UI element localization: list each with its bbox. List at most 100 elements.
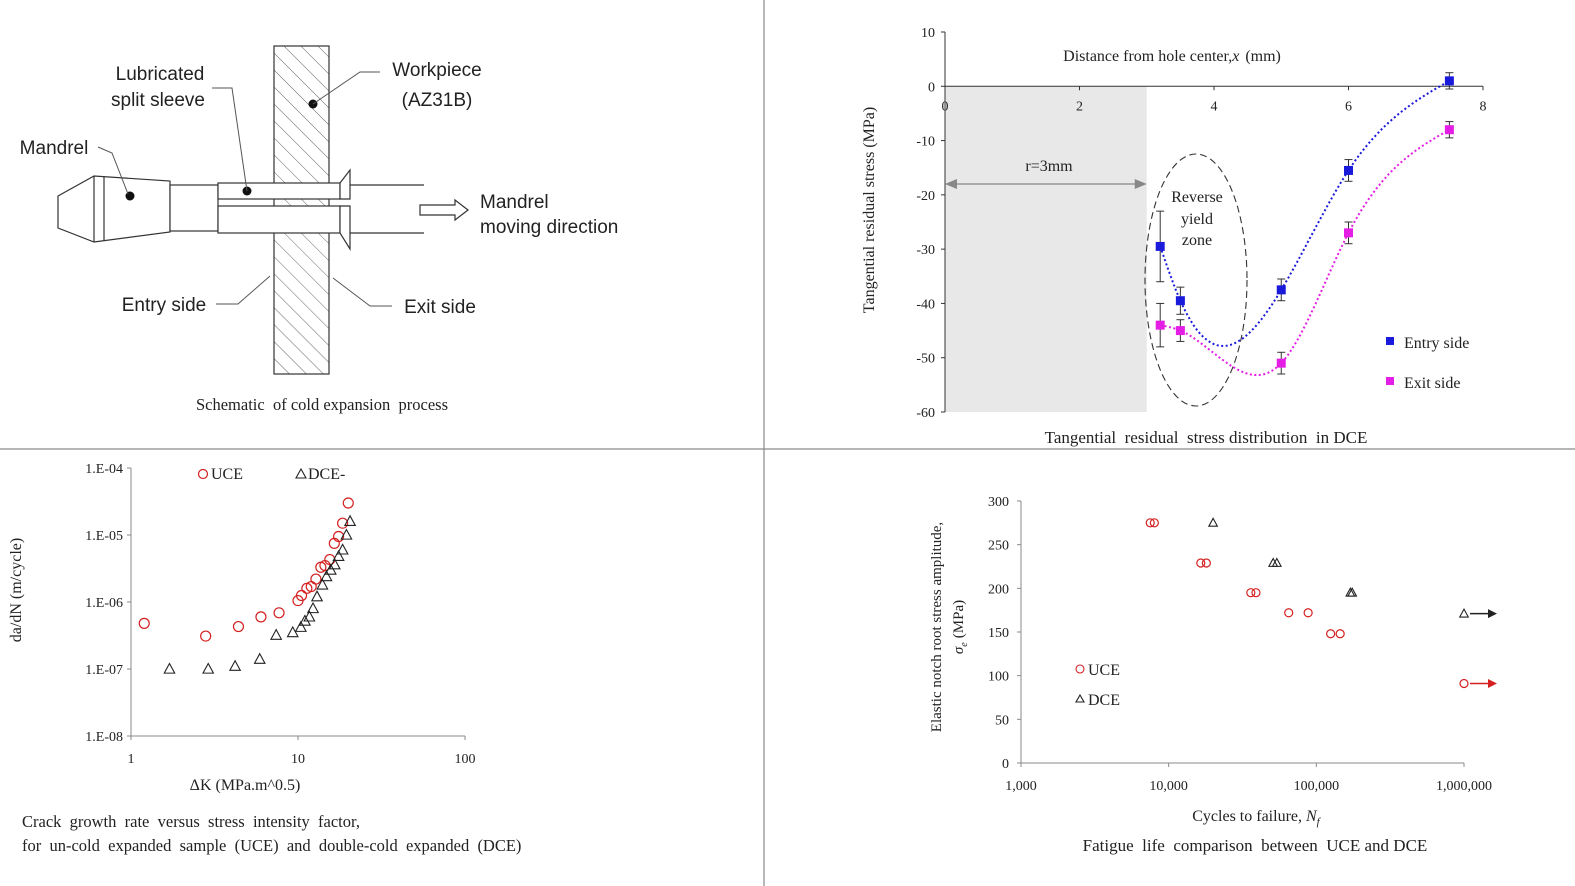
fatigue-caption: Fatigue life comparison between UCE and … [1083,836,1428,855]
y-tick-label: 250 [988,539,1009,554]
dce-point [343,514,357,526]
data-point-1 [1155,320,1165,330]
dce-point [306,601,320,614]
y-tick-label: 50 [995,713,1009,728]
legend-uce-label: UCE [1088,662,1120,679]
runout-arrow-head [1488,679,1497,689]
residual-stress-chart: 10 0 -10 -20 -30 -40 -50 -60 0 2 4 6 8 Distance from… [861,26,1487,447]
dce-point [270,628,283,640]
workpiece-label-2: (AZ31B) [402,90,473,111]
y-tick-label: 10 [921,26,935,41]
y-axis-label-line-1: Elastic notch root stress amplitude, [929,522,945,732]
crack-growth-chart: 1.E-04 1.E-05 1.E-06 1.E-07 1.E-08 1 10 100 ΔK … [8,462,521,855]
r-arrow-right [1134,179,1147,189]
cold-expansion-schematic: Lubricated split sleeve Workpiece (AZ31B… [20,45,618,414]
x-tick-label: 100 [455,752,476,767]
legend-marker-exit [1386,377,1394,385]
uce-point [1335,629,1345,639]
x-tick-label: 1,000,000 [1436,779,1492,794]
r-arrow-left [945,179,957,189]
uce-point [1303,608,1313,618]
y-tick-label: -20 [916,189,935,204]
dce-point [336,543,349,555]
trend-line-0 [1159,80,1450,348]
reverse-yield-zone-ellipse [1144,153,1248,407]
split-sleeve-lower [217,205,341,234]
mandrel-shaft [169,184,219,232]
x-tick-label: 8 [1480,99,1487,114]
y-tick-label: 1.E-08 [85,730,123,745]
data-point-1 [1444,125,1454,135]
uce-point [1251,588,1261,598]
y-axis-label-line-2: σe(MPa) [951,600,970,654]
x-axis-label: Cycles to failure, Nf [1192,808,1321,828]
crack-caption-line-1: Crack growth rate versus stress intensit… [22,812,360,831]
y-tick-label: 1.E-07 [85,663,123,678]
x-axis-label: Distance from hole center,x (mm) [1063,48,1281,65]
uce-point [337,517,349,529]
fatigue-life-chart: 0 50 100 150 200 250 300 1,000 10,000 100,000 1,00… [929,495,1497,855]
y-tick-label: 1.E-04 [85,462,123,477]
dce-point [253,652,266,664]
dce-point [340,528,353,540]
y-tick-label: 1.E-05 [85,529,123,544]
uce-point [1326,629,1336,639]
x-tick-label: 6 [1345,99,1352,114]
data-point-0 [1175,296,1185,306]
uce-point [1201,558,1211,568]
y-tick-label: 0 [928,80,935,95]
x-tick-label: 1 [128,752,135,767]
x-tick-label: 1,000 [1005,779,1037,794]
dce-point [1271,557,1283,567]
y-tick-label: -30 [916,243,935,258]
schematic-caption: Schematic of cold expansion process [196,395,448,414]
residual-caption: Tangential residual stress distribution … [1045,428,1368,447]
y-tick-label: 300 [988,495,1009,510]
uce-point [1196,558,1206,568]
y-axis-label: da/dN (m/cycle) [8,538,25,642]
dce-point [316,578,329,590]
y-tick-label: 1.E-06 [85,596,123,611]
legend-dce-label: DCE [1088,692,1120,709]
dce-point [1207,517,1219,527]
y-tick-label: 200 [988,582,1009,597]
moving-label-1: Mandrel [480,192,549,213]
x-tick-label: 100,000 [1294,779,1340,794]
uce-point [1284,608,1294,618]
legend-entry-label: Entry side [1404,335,1469,352]
data-point-0 [1276,285,1286,295]
mandrel-label: Mandrel [20,138,89,159]
trend-line-1 [1159,128,1450,377]
exit-side-label: Exit side [404,297,476,318]
x-tick-label: 0 [942,99,949,114]
dce-point [1347,587,1358,597]
sleeve-label-2: split sleeve [111,90,205,111]
data-point-1 [1175,326,1185,336]
zone-label-3: zone [1182,232,1212,249]
uce-point [332,530,345,543]
uce-point [1149,518,1159,528]
data-point-0 [1344,165,1353,175]
dce-point [320,569,333,582]
uce-point [1246,588,1256,598]
y-tick-label: 100 [988,670,1009,685]
x-tick-label: 10,000 [1149,779,1188,794]
uce-point [255,611,267,623]
dce-point [228,659,242,671]
uce-point [295,589,308,602]
uce-point [138,617,150,629]
data-point-1 [1344,228,1353,238]
crack-caption-line-2: for un-cold expanded sample (UCE) and do… [22,836,521,855]
uce-point [1145,518,1155,528]
y-tick-label: -60 [916,406,935,421]
workpiece-label-1: Workpiece [392,60,481,81]
data-point-0 [1444,76,1454,86]
dce-point [298,614,312,626]
y-axis-label: Tangential residual stress (MPa) [861,107,878,313]
r-annotation: r=3mm [1025,158,1073,175]
legend-marker-dce [1075,693,1085,703]
legend-marker-uce [197,468,209,480]
dce-point [1458,608,1470,618]
mandrel-head [57,175,171,243]
